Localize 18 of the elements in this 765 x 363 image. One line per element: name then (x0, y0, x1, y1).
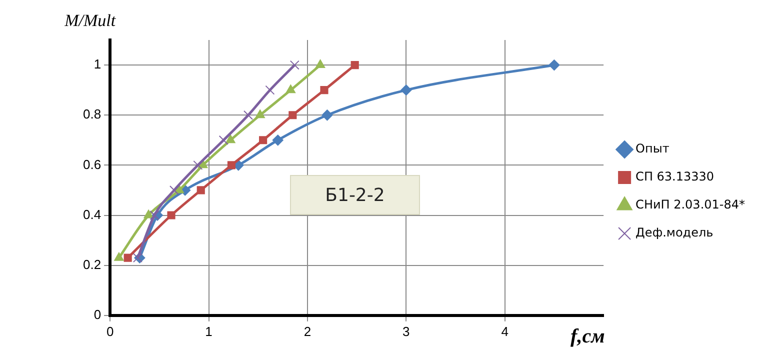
x-tick-label: 2 (304, 324, 312, 339)
x-tick-label: 3 (402, 324, 410, 339)
legend-label: Опыт (636, 142, 670, 156)
y-tick-label: 0.6 (82, 156, 102, 172)
x-tick-label: 1 (205, 324, 212, 339)
legend-label: Деф.модель (636, 226, 714, 240)
y-axis-title: M/Mult (64, 10, 117, 30)
x-axis-title: f,см (570, 326, 606, 348)
y-tick-label: 0.8 (82, 106, 102, 122)
legend-label: СП 63.13330 (636, 170, 714, 184)
legend-label: СНиП 2.03.01-84* (636, 198, 746, 212)
x-tick-label: 4 (501, 324, 508, 339)
y-tick-label: 0 (94, 306, 102, 322)
text-box: Б1-2-2 (290, 175, 420, 215)
y-tick-label: 1 (94, 56, 102, 72)
x-tick-label: 0 (106, 324, 114, 339)
y-tick-label: 0.2 (82, 256, 102, 272)
y-tick-label: 0.4 (82, 206, 102, 222)
